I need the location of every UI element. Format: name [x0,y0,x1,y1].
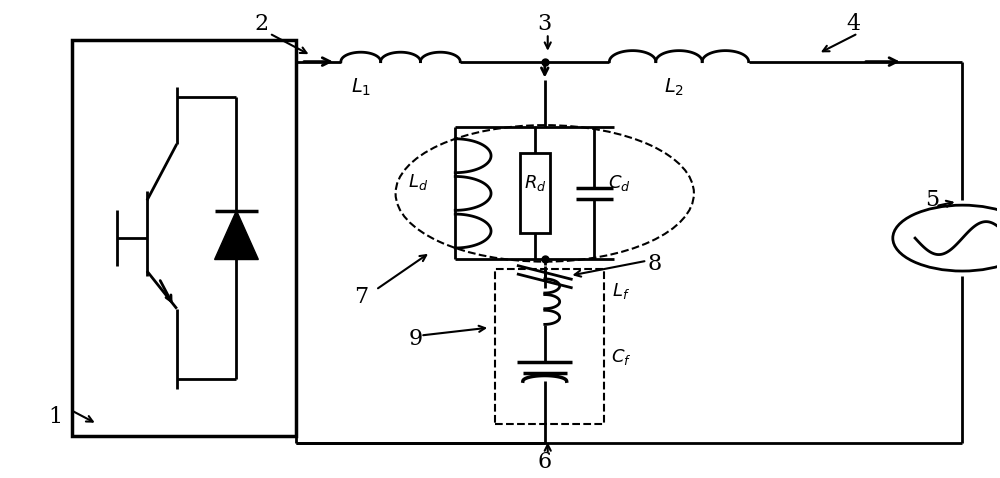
Text: $L_{d}$: $L_{d}$ [408,172,429,192]
Text: 9: 9 [408,328,423,350]
Text: $R_{d}$: $R_{d}$ [524,173,546,193]
Text: 5: 5 [926,189,940,211]
Polygon shape [215,211,258,260]
Text: $L_{f}$: $L_{f}$ [612,281,630,301]
Text: $L_{1}$: $L_{1}$ [351,77,371,98]
Text: 7: 7 [354,286,368,308]
Bar [520,153,550,233]
Bar [72,41,296,436]
Text: $C_{f}$: $C_{f}$ [611,347,632,367]
Bar [495,269,604,424]
Text: 3: 3 [538,13,552,35]
Text: 2: 2 [254,13,268,35]
Text: $C_{d}$: $C_{d}$ [608,173,631,193]
Text: 4: 4 [846,13,860,35]
Text: 8: 8 [647,253,661,275]
Text: 6: 6 [538,451,552,473]
Text: $L_{2}$: $L_{2}$ [664,77,684,98]
Text: 1: 1 [48,406,63,428]
